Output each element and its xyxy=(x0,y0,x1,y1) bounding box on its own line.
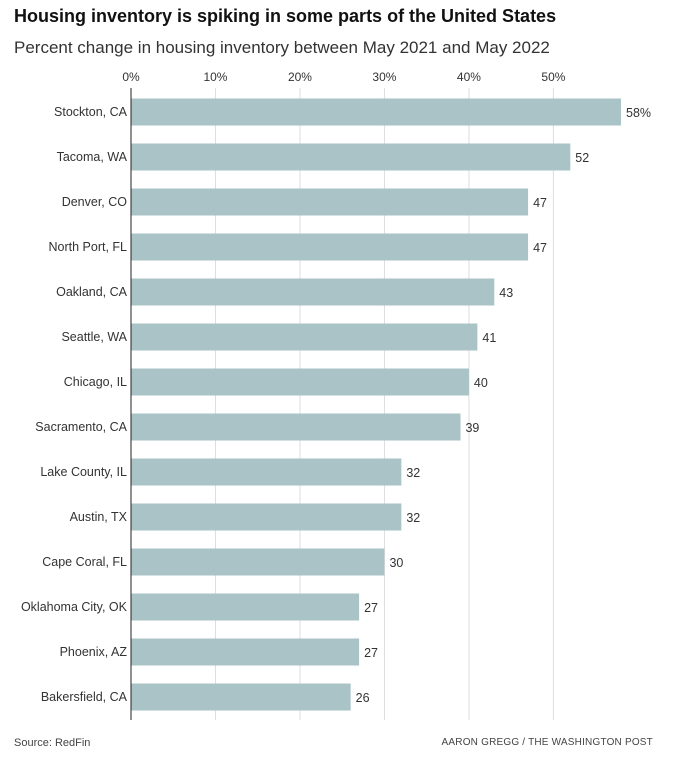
value-label: 47 xyxy=(533,241,547,255)
x-tick-label: 30% xyxy=(372,70,396,84)
bar xyxy=(131,233,529,261)
category-label: Oakland, CA xyxy=(56,285,128,299)
credit-note: AARON GREGG / THE WASHINGTON POST xyxy=(441,737,653,748)
bar xyxy=(131,683,351,711)
category-label: Phoenix, AZ xyxy=(60,645,128,659)
bar xyxy=(131,143,571,171)
bar xyxy=(131,503,402,531)
x-tick-label: 50% xyxy=(541,70,565,84)
x-tick-label: 0% xyxy=(122,70,140,84)
value-label: 32 xyxy=(406,466,420,480)
bar xyxy=(131,638,360,666)
category-label: Denver, CO xyxy=(62,195,128,209)
value-label: 58% xyxy=(626,106,651,120)
value-label: 39 xyxy=(465,421,479,435)
bar xyxy=(131,458,402,486)
value-label: 41 xyxy=(482,331,496,345)
bar xyxy=(131,413,461,441)
x-tick-label: 20% xyxy=(288,70,312,84)
bar xyxy=(131,548,385,576)
category-label: Tacoma, WA xyxy=(57,150,128,164)
bar xyxy=(131,323,478,351)
value-label: 52 xyxy=(575,151,589,165)
value-label: 47 xyxy=(533,196,547,210)
category-label: Cape Coral, FL xyxy=(42,555,127,569)
bar xyxy=(131,278,495,306)
bar xyxy=(131,188,529,216)
category-label: Austin, TX xyxy=(70,510,128,524)
value-label: 27 xyxy=(364,646,378,660)
value-label: 40 xyxy=(474,376,488,390)
x-tick-label: 40% xyxy=(457,70,481,84)
category-label: Bakersfield, CA xyxy=(41,690,128,704)
bar xyxy=(131,368,469,396)
category-label: Seattle, WA xyxy=(61,330,127,344)
x-tick-label: 10% xyxy=(203,70,227,84)
chart-title: Housing inventory is spiking in some par… xyxy=(14,6,557,26)
category-label: Oklahoma City, OK xyxy=(21,600,128,614)
bar xyxy=(131,98,621,126)
category-label: North Port, FL xyxy=(49,240,128,254)
category-label: Sacramento, CA xyxy=(35,420,127,434)
value-label: 27 xyxy=(364,601,378,615)
category-label: Chicago, IL xyxy=(64,375,127,389)
category-label: Lake County, IL xyxy=(40,465,127,479)
value-label: 43 xyxy=(499,286,513,300)
category-label: Stockton, CA xyxy=(54,105,128,119)
value-label: 26 xyxy=(356,691,370,705)
value-label: 32 xyxy=(406,511,420,525)
chart-subtitle: Percent change in housing inventory betw… xyxy=(14,38,550,57)
source-note: Source: RedFin xyxy=(14,737,91,749)
bar xyxy=(131,593,360,621)
value-label: 30 xyxy=(389,556,403,570)
